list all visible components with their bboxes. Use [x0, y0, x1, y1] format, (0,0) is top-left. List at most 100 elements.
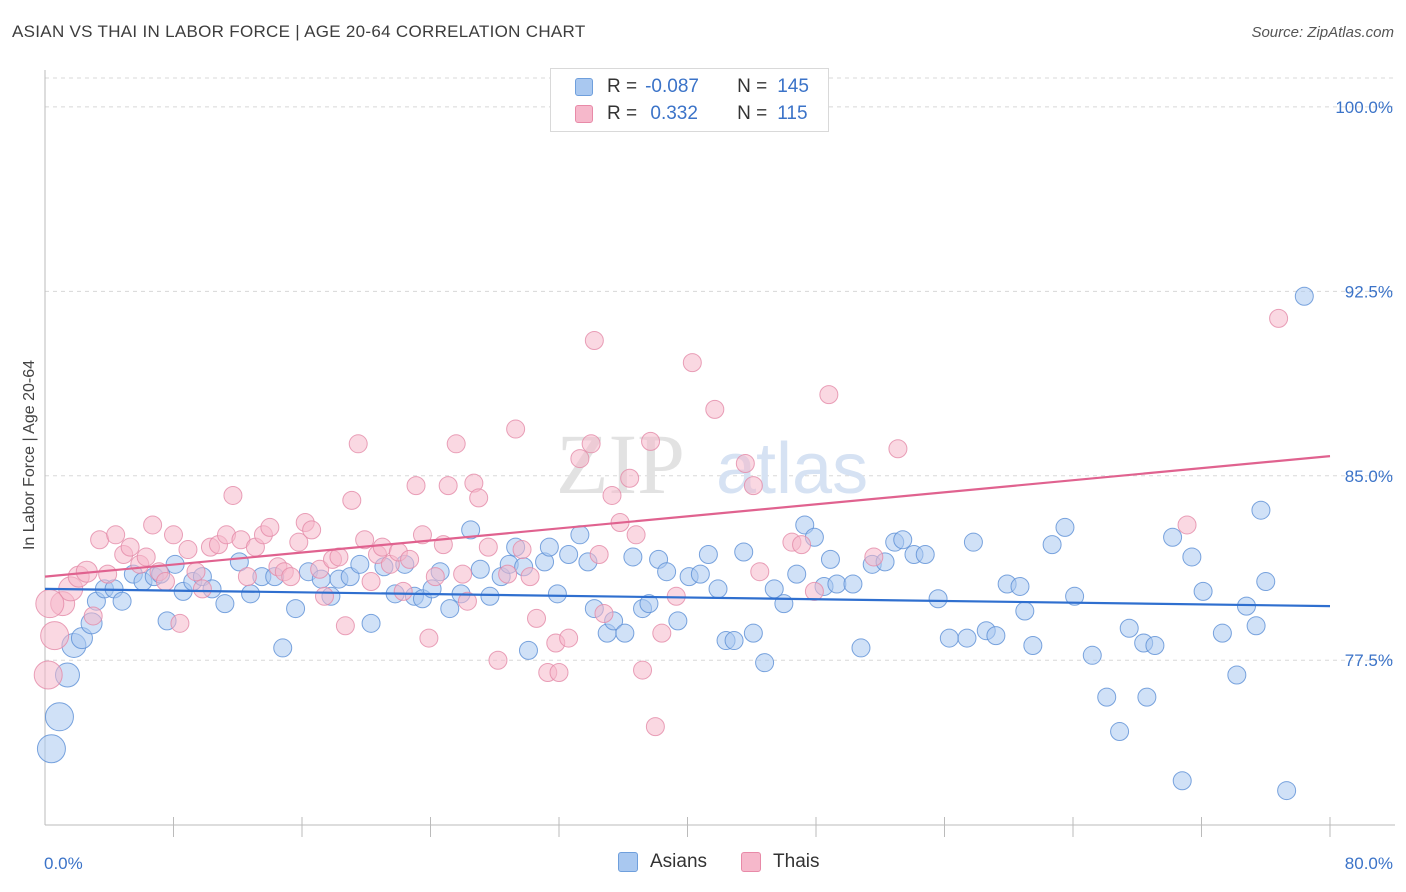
asian-point — [1110, 722, 1130, 742]
thai-point — [527, 608, 547, 628]
asian-point — [1023, 635, 1043, 655]
thai-trend-line — [44, 455, 1331, 578]
thai-point — [348, 434, 368, 454]
thai-point — [652, 623, 672, 643]
correlation-legend: R = -0.087 N = 145 R = 0.332 N = 115 — [550, 68, 829, 132]
thai-point — [735, 453, 755, 473]
legend-label-thais: Thais — [773, 851, 820, 872]
asian-point — [1010, 576, 1030, 596]
asian-point — [1294, 286, 1314, 306]
thai-point — [457, 591, 477, 611]
asian-point — [1277, 781, 1297, 801]
thais-swatch — [741, 852, 762, 872]
asian-point — [1193, 581, 1213, 601]
thai-point — [512, 540, 532, 560]
y-tick-label: 85.0% — [1345, 467, 1393, 486]
asian-point — [1246, 616, 1266, 636]
asian-point — [559, 544, 579, 564]
thai-point — [393, 581, 413, 601]
thai-point — [589, 544, 609, 564]
thai-point — [192, 579, 212, 599]
thai-point — [581, 434, 601, 454]
thai-point — [446, 434, 466, 454]
thai-point — [469, 488, 489, 508]
points-layer — [33, 286, 1314, 801]
thai-point — [888, 439, 908, 459]
axes-layer — [44, 70, 1395, 837]
legend-item-thais[interactable]: Thais — [741, 851, 820, 873]
thai-point — [419, 628, 439, 648]
asian-point — [1082, 645, 1102, 665]
asian-point — [1256, 572, 1276, 592]
thai-point — [602, 485, 622, 505]
thai-point — [438, 476, 458, 496]
asian-point — [755, 653, 775, 673]
x-tick-label: 0.0% — [44, 854, 83, 873]
thai-point — [633, 660, 653, 680]
y-axis-label: In Labor Force | Age 20-64 — [21, 360, 38, 550]
asian-point — [928, 589, 948, 609]
thai-point — [804, 581, 824, 601]
thai-point — [864, 547, 884, 567]
series-legend: Asians Thais — [618, 851, 854, 873]
thai-point — [83, 606, 103, 626]
thai-point — [400, 549, 420, 569]
thai-point — [425, 567, 445, 587]
thai-point — [223, 485, 243, 505]
thai-point — [682, 353, 702, 373]
asian-point — [963, 532, 983, 552]
thai-point — [372, 537, 392, 557]
asian-point — [986, 626, 1006, 646]
asian-point — [1172, 771, 1192, 791]
thai-point — [260, 517, 280, 537]
thai-point — [143, 515, 163, 535]
asian-point — [286, 599, 306, 619]
thai-point — [412, 525, 432, 545]
legend-r-label: R = — [607, 103, 638, 124]
thai-point — [40, 621, 70, 651]
asian-point — [820, 549, 840, 569]
asian-point — [1212, 623, 1232, 643]
legend-n-label: N = — [737, 103, 768, 124]
thai-point — [361, 572, 381, 592]
thai-point — [310, 559, 330, 579]
thai-point — [626, 525, 646, 545]
thai-point — [98, 564, 118, 584]
thai-point — [641, 431, 661, 451]
legend-r-label: R = — [607, 76, 638, 97]
asian-point — [724, 631, 744, 651]
asian-point — [36, 734, 66, 764]
asian-point — [1065, 586, 1085, 606]
asian-point — [698, 544, 718, 564]
asian-point — [1055, 517, 1075, 537]
thais-swatch — [575, 105, 593, 123]
asian-point — [1227, 665, 1247, 685]
asian-point — [44, 702, 74, 732]
asian-point — [361, 613, 381, 633]
legend-item-asians[interactable]: Asians — [618, 851, 707, 873]
asian-point — [957, 628, 977, 648]
thai-point — [620, 468, 640, 488]
asian-point — [787, 564, 807, 584]
thai-point — [570, 449, 590, 469]
asian-point — [1042, 535, 1062, 555]
asian-point — [539, 537, 559, 557]
asians-swatch — [575, 78, 593, 96]
thai-point — [792, 535, 812, 555]
asian-point — [827, 574, 847, 594]
thai-point — [743, 476, 763, 496]
legend-n-value: 115 — [777, 103, 808, 124]
asian-point — [774, 594, 794, 614]
thai-point — [281, 567, 301, 587]
legend-label-asians: Asians — [650, 851, 708, 872]
thai-point — [488, 650, 508, 670]
asian-point — [1182, 547, 1202, 567]
thai-point — [136, 547, 156, 567]
asian-point — [470, 559, 490, 579]
asian-point — [851, 638, 871, 658]
thai-point — [498, 564, 518, 584]
asian-point — [241, 584, 261, 604]
thai-point — [819, 385, 839, 405]
x-tick-label: 80.0% — [1345, 854, 1393, 873]
